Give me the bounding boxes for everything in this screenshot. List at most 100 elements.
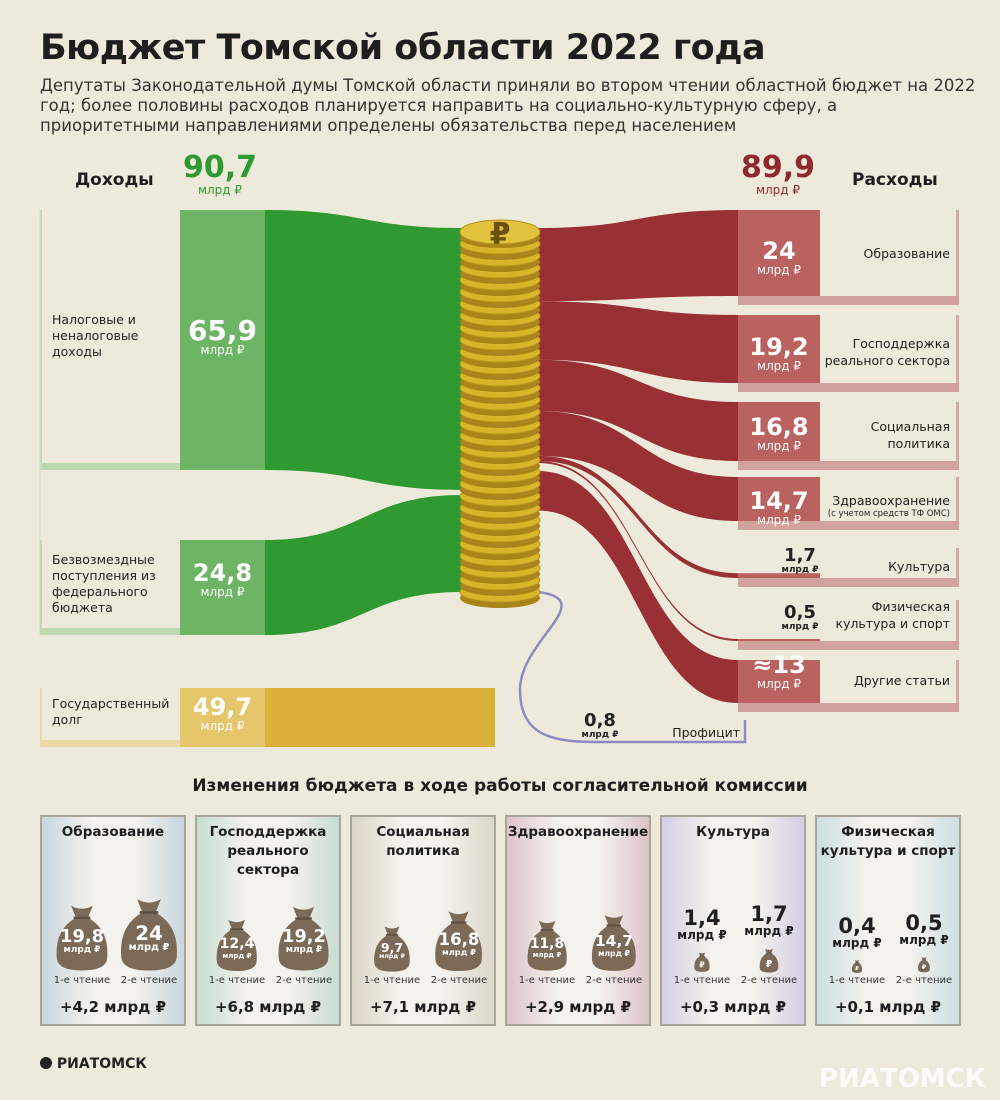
expense-flow-6 bbox=[538, 471, 738, 703]
expense-bracket bbox=[956, 210, 959, 305]
reading-label: 1-е чтение bbox=[363, 975, 421, 986]
money-bag-icon bbox=[592, 915, 636, 971]
expense-value-unit: млрд ₽ bbox=[781, 622, 819, 632]
change-card: Физическая культура и спорт 0,4 млрд ₽ ₽1-е… bbox=[815, 815, 961, 1026]
expense-label: Социальная политика bbox=[820, 418, 950, 452]
bag-value-unit: млрд ₽ bbox=[128, 942, 170, 954]
income-value: 49,7 млрд ₽ bbox=[180, 694, 265, 733]
expense-label-text: Господдержка реального сектора bbox=[824, 336, 950, 368]
expense-value: ≈13 млрд ₽ bbox=[738, 652, 820, 691]
income-value-unit: млрд ₽ bbox=[200, 585, 245, 599]
expense-bracket bbox=[956, 315, 959, 392]
card-title: Господдержка реального сектора bbox=[209, 824, 327, 878]
card-delta: +0,1 млрд ₽ bbox=[834, 998, 942, 1016]
money-bag-icon bbox=[278, 906, 330, 971]
bag-value-number: 14,7 bbox=[594, 932, 634, 951]
expense-bracket bbox=[956, 660, 959, 712]
expense-label-note: (с учетом средств ТФ ОМС) bbox=[827, 509, 950, 519]
money-bag-icon bbox=[374, 926, 410, 972]
income-value: 65,9 млрд ₽ bbox=[180, 317, 265, 357]
bag-value-unit: млрд ₽ bbox=[598, 948, 630, 958]
change-card: Господдержка реального сектора 12,4 млрд ₽… bbox=[195, 815, 341, 1026]
expense-label-text: Образование bbox=[863, 246, 950, 261]
expense-flow-1 bbox=[538, 301, 738, 383]
expense-value-unit: млрд ₽ bbox=[756, 513, 802, 527]
expense-bracket-base bbox=[738, 703, 959, 712]
reading-label: 2-е чтение bbox=[430, 975, 488, 986]
income-value-number: 24,8 bbox=[192, 559, 253, 587]
change-card: Здравоохранение 11,8 млрд ₽1-е чтение 14,7 м… bbox=[505, 815, 651, 1026]
page-title: Бюджет Томской области 2022 года bbox=[40, 28, 766, 68]
expense-bracket-base bbox=[738, 578, 959, 587]
expense-value-number: 14,7 bbox=[749, 487, 809, 515]
card-delta: +7,1 млрд ₽ bbox=[369, 998, 477, 1016]
expense-label: Культура bbox=[820, 558, 950, 575]
expense-bar bbox=[738, 660, 820, 703]
expense-flow-2 bbox=[538, 359, 738, 461]
expense-value: 1,7 млрд ₽ bbox=[760, 545, 840, 576]
expense-bracket-base bbox=[738, 521, 959, 530]
expense-label: Физическая культура и спорт bbox=[820, 598, 950, 632]
bag-r2: 0,5 млрд ₽ ₽2-е чтение bbox=[889, 913, 959, 986]
bag-value-number: 0,4 bbox=[838, 913, 876, 938]
reading-label: 1-е чтение bbox=[518, 975, 576, 986]
card-title: Социальная политика bbox=[376, 824, 470, 859]
expense-bar bbox=[738, 639, 820, 641]
income-total-unit: млрд ₽ bbox=[197, 183, 243, 197]
change-card: Социальная политика 9,7 млрд ₽1-е чтение 16… bbox=[350, 815, 496, 1026]
income-total: 90,7 млрд ₽ bbox=[170, 153, 270, 198]
bag-value: 24 млрд ₽ bbox=[114, 921, 184, 954]
expense-label: Образование bbox=[820, 245, 950, 262]
bag-value-unit: млрд ₽ bbox=[379, 953, 405, 961]
money-bag-icon: ₽ bbox=[918, 957, 930, 973]
coin-stack-icon: ₽ bbox=[459, 217, 541, 608]
bag-value-number: 24 bbox=[135, 921, 163, 945]
bag-r1: 9,7 млрд ₽ 1-е чтение bbox=[357, 923, 427, 986]
bag-r2: 24 млрд ₽ 2-е чтение bbox=[114, 894, 184, 986]
expense-flow-5 bbox=[538, 461, 738, 641]
expense-label: Другие статьи bbox=[820, 672, 950, 689]
income-bracket bbox=[40, 540, 42, 635]
surplus-value-unit: млрд ₽ bbox=[581, 730, 619, 740]
bag-r1: 12,4 млрд ₽ 1-е чтение bbox=[202, 916, 272, 986]
money-bag-icon bbox=[56, 905, 108, 971]
bag-value: 19,2 млрд ₽ bbox=[269, 928, 339, 956]
bag-value-number: 0,5 bbox=[905, 911, 943, 936]
expense-value-unit: млрд ₽ bbox=[756, 677, 802, 691]
expense-bracket bbox=[956, 477, 959, 530]
reading-label: 2-е чтение bbox=[895, 975, 953, 986]
logo: РИАТОМСК bbox=[40, 1056, 147, 1072]
money-bag-icon: ₽ bbox=[851, 959, 863, 973]
bag-r1: 0,4 млрд ₽ ₽1-е чтение bbox=[822, 913, 892, 986]
bag-r1: 1,4 млрд ₽ ₽1-е чтение bbox=[667, 908, 737, 986]
expense-bracket bbox=[956, 600, 959, 650]
expense-value-number: 16,8 bbox=[749, 413, 809, 441]
expense-bracket-base bbox=[738, 641, 959, 650]
card-title: Физическая культура и спорт bbox=[820, 824, 956, 859]
income-label: Государственный долг bbox=[52, 696, 170, 727]
bag-value-number: 12,4 bbox=[219, 936, 255, 953]
money-bag-icon bbox=[435, 911, 483, 971]
expense-value: 16,8 млрд ₽ bbox=[738, 414, 820, 453]
money-bag-icon bbox=[527, 921, 567, 972]
bag-value-unit: млрд ₽ bbox=[899, 933, 949, 948]
reading-label: 1-е чтение bbox=[673, 975, 731, 986]
bag-value: 14,7 млрд ₽ bbox=[579, 932, 649, 958]
sankey-diagram: ₽ bbox=[39, 210, 959, 747]
expense-value-number: ≈13 bbox=[752, 651, 806, 679]
expense-value: 14,7 млрд ₽ bbox=[738, 488, 820, 527]
watermark-text: РИАТОМСК bbox=[819, 1064, 986, 1094]
bag-value-unit: млрд ₽ bbox=[222, 950, 252, 960]
expense-value-number: 1,7 bbox=[784, 545, 816, 566]
expense-value-number: 0,5 bbox=[784, 602, 816, 623]
surplus-flow bbox=[518, 590, 747, 744]
income-label: Налоговые и неналоговые доходы bbox=[52, 312, 139, 359]
expense-value-number: 19,2 bbox=[749, 333, 809, 361]
income-bracket-base bbox=[40, 628, 180, 635]
bag-value-unit: млрд ₽ bbox=[532, 951, 562, 960]
reading-label: 2-е чтение bbox=[120, 975, 178, 986]
expense-value: 24 млрд ₽ bbox=[738, 238, 820, 277]
income-bar-debt bbox=[180, 688, 265, 747]
bag-value-unit: млрд ₽ bbox=[744, 923, 794, 938]
logo-text: РИАТОМСК bbox=[56, 1056, 147, 1072]
